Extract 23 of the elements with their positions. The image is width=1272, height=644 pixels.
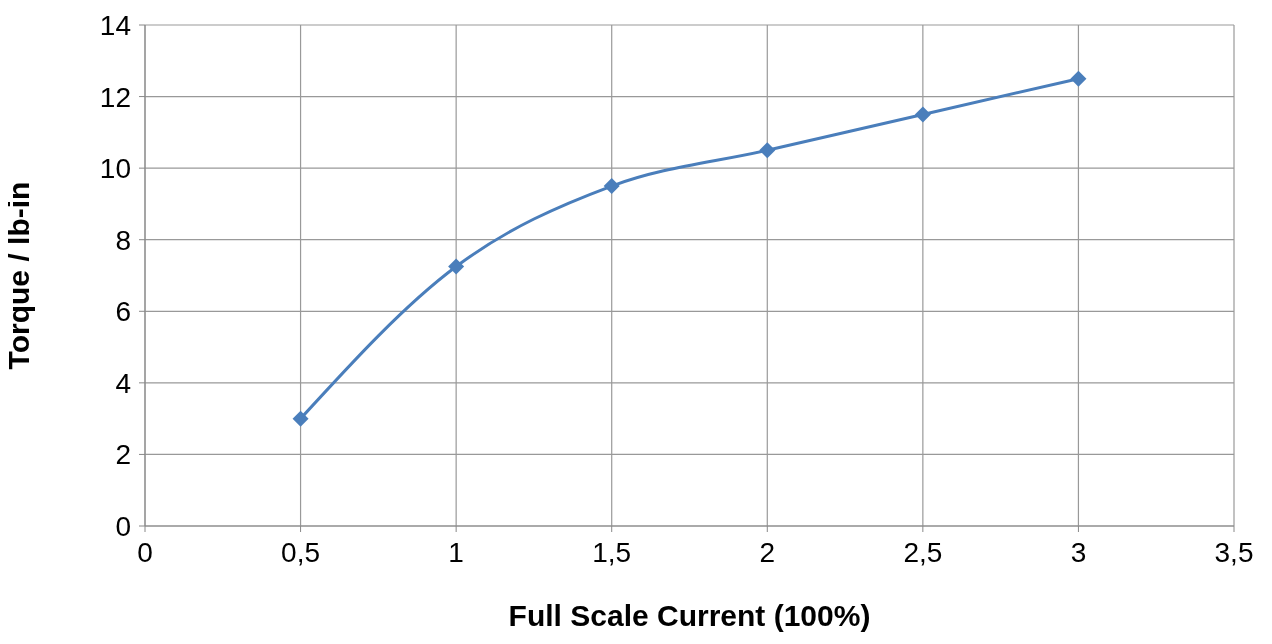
- x-tick-label: 2: [759, 536, 776, 568]
- y-tick-label: 14: [99, 9, 131, 41]
- y-tick-label: 0: [115, 510, 131, 542]
- x-tick-label: 1,5: [592, 536, 632, 568]
- y-tick-label: 10: [99, 153, 131, 185]
- point: [448, 258, 465, 275]
- y-tick-label: 2: [115, 439, 131, 471]
- point: [759, 142, 776, 159]
- x-tick-label: 1: [448, 536, 464, 568]
- point: [603, 178, 620, 195]
- point: [914, 106, 931, 123]
- y-tick-label: 12: [99, 81, 131, 113]
- x-tick-label: 2,5: [903, 536, 943, 568]
- x-tick-label: 3: [1070, 536, 1087, 568]
- y-tick-label: 4: [115, 367, 131, 399]
- y-tick-label: 6: [115, 296, 131, 328]
- x-tick-label: 3,5: [1214, 536, 1254, 568]
- point: [1070, 70, 1087, 87]
- x-axis-title: Full Scale Current (100%): [508, 599, 871, 632]
- point: [292, 410, 309, 427]
- x-tick-label: 0,5: [281, 536, 321, 568]
- y-tick-label: 8: [115, 224, 131, 256]
- x-tick-label: 0: [137, 536, 153, 568]
